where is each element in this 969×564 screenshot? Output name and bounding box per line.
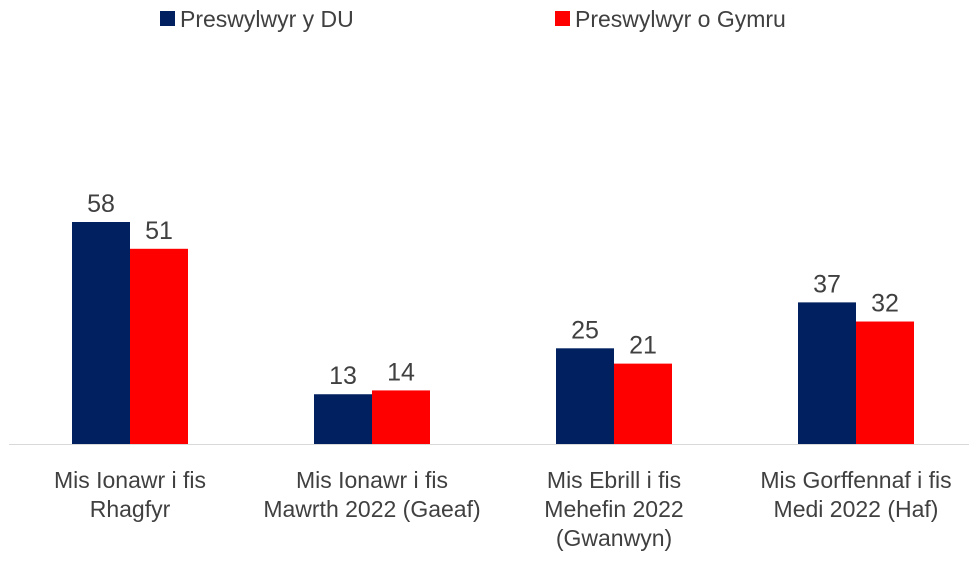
- value-label: 25: [571, 316, 599, 344]
- value-label: 58: [87, 190, 115, 218]
- x-tick-label: Mis Ionawr i fis Mawrth 2022 (Gaeaf): [263, 467, 481, 522]
- value-label: 13: [329, 362, 357, 390]
- bar: [798, 302, 856, 444]
- value-label: 51: [145, 217, 173, 245]
- value-label: 21: [629, 332, 657, 360]
- bar: [130, 248, 188, 444]
- x-tick-label: Mis Gorffennaf i fis Medi 2022 (Haf): [760, 467, 952, 522]
- bar: [614, 363, 672, 444]
- bar: [314, 394, 372, 444]
- bar: [72, 222, 130, 444]
- bar: [856, 321, 914, 444]
- bar: [372, 390, 430, 444]
- value-label: 37: [813, 270, 841, 298]
- bar: [556, 348, 614, 444]
- legend-label: Preswylwyr o Gymru: [575, 6, 786, 32]
- x-tick-label: Mis Ebrill i fis Mehefin 2022 (Gwanwyn): [544, 467, 684, 551]
- value-label: 14: [387, 358, 415, 386]
- value-label: 32: [871, 290, 899, 318]
- legend-swatch: [555, 11, 570, 26]
- legend-swatch: [160, 11, 175, 26]
- legend-label: Preswylwyr y DU: [180, 6, 354, 32]
- x-tick-label: Mis Ionawr i fis Rhagfyr: [53, 467, 207, 522]
